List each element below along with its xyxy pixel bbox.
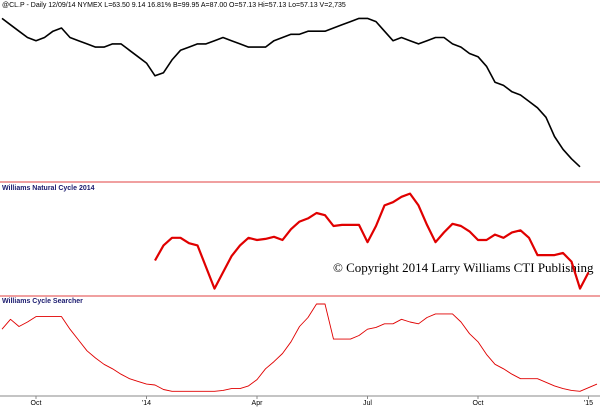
data-line [1, 303, 598, 392]
panel-title: Williams Cycle Searcher [2, 298, 83, 305]
x-tick-label: '14 [142, 400, 151, 407]
chart-title: @CL.P - Daily 12/09/14 NYMEX L=63.50 9.1… [2, 2, 346, 9]
x-tick-label: Apr [252, 400, 264, 407]
data-line [1, 17, 581, 168]
x-tick-label: Oct [31, 400, 42, 407]
panel-title: Williams Natural Cycle 2014 [2, 185, 95, 192]
annotation: © Copyright 2014 Larry Williams CTI Publ… [333, 260, 594, 275]
x-tick-label: '15 [584, 400, 593, 407]
x-tick-label: Oct [473, 400, 484, 407]
x-tick-label: Jul [363, 400, 372, 407]
data-line [154, 192, 590, 290]
